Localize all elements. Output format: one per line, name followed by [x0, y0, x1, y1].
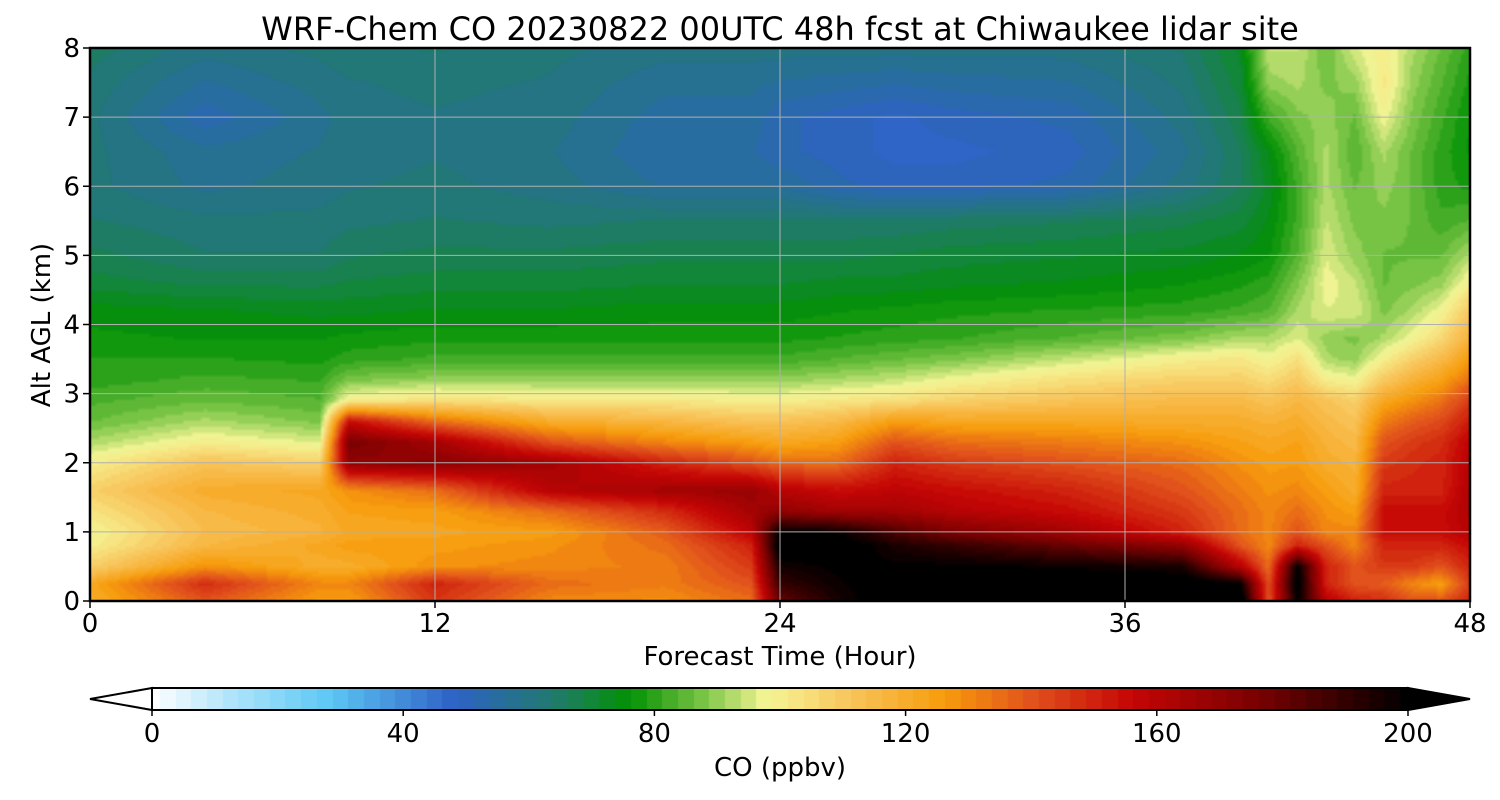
colorbar-ticks: 0 40 80 120 160 200 [144, 710, 1433, 749]
colorbar-tick-label: 40 [387, 719, 420, 749]
x-tick-label: 36 [1108, 609, 1141, 639]
colorbar-label: CO (ppbv) [714, 753, 846, 783]
chart-title: WRF-Chem CO 20230822 00UTC 48h fcst at C… [261, 10, 1299, 48]
y-tick-label: 4 [63, 311, 80, 341]
colorbar-tick-label: 0 [144, 719, 161, 749]
y-tick-label: 1 [63, 518, 80, 548]
y-axis-label: Alt AGL (km) [27, 243, 57, 407]
x-tick-label: 48 [1453, 609, 1486, 639]
colorbar-tick-label: 80 [638, 719, 671, 749]
y-tick-label: 0 [63, 587, 80, 617]
y-tick-label: 8 [63, 34, 80, 64]
y-tick-label: 6 [63, 172, 80, 202]
colorbar-gradient [152, 688, 1408, 710]
x-axis-label: Forecast Time (Hour) [643, 642, 916, 672]
y-tick-label: 5 [63, 241, 80, 271]
colorbar-tick-label: 120 [881, 719, 931, 749]
x-tick-label: 12 [418, 609, 451, 639]
colorbar-tick-label: 200 [1383, 719, 1433, 749]
x-tick-label: 24 [763, 609, 796, 639]
colorbar-extend-max [1407, 686, 1471, 712]
colorbar-frame [151, 687, 1409, 711]
x-axis: 0 12 24 36 48 [82, 601, 1487, 639]
grid-lines [90, 48, 1470, 601]
y-tick-label: 7 [63, 103, 80, 133]
colorbar-tick-label: 160 [1132, 719, 1182, 749]
y-tick-label: 2 [63, 449, 80, 479]
y-axis: 0 1 2 3 4 5 6 7 8 [63, 34, 90, 617]
colorbar-extend-min [89, 686, 153, 712]
x-tick-label: 0 [82, 609, 99, 639]
y-tick-label: 3 [63, 380, 80, 410]
colorbar: 0 40 80 120 160 200 CO (ppbv) [89, 686, 1471, 783]
